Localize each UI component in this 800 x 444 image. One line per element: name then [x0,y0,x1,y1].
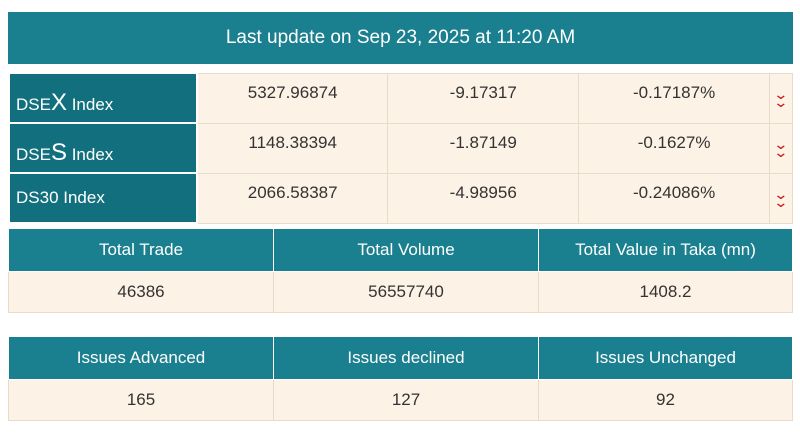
issues-summary-table: Issues Advanced Issues declined Issues U… [8,336,793,421]
issues-unchanged-header: Issues Unchanged [538,336,793,380]
index-letter: X [50,89,67,116]
issues-summary-header: Issues Advanced Issues declined Issues U… [8,336,793,380]
index-name-dses[interactable]: DSES Index [8,122,198,174]
index-percent: -0.24086% [578,172,770,224]
issues-summary-values: 165 127 92 [8,379,793,421]
index-suffix: Index [66,145,114,164]
index-percent: -0.17187% [578,72,770,124]
trade-summary-header: Total Trade Total Volume Total Value in … [8,228,793,272]
trade-summary-table: Total Trade Total Volume Total Value in … [8,228,793,313]
total-volume-value: 56557740 [273,271,539,313]
index-row-ds30: DS30 Index 2066.58387 -4.98956 -0.24086%… [8,172,793,224]
issues-advanced-header: Issues Advanced [8,336,274,380]
total-value-taka: 1408.2 [538,271,793,313]
index-prefix: DS30 Index [16,188,105,207]
total-value-header: Total Value in Taka (mn) [538,228,793,272]
issues-advanced-value: 165 [8,379,274,421]
last-update-text: Last update on Sep 23, 2025 at 11:20 AM [225,27,576,48]
index-name-dsex[interactable]: DSEX Index [8,72,198,124]
index-prefix: DSE [16,145,51,164]
index-value: 5327.96874 [196,72,389,124]
issues-unchanged-value: 92 [538,379,793,421]
issues-declined-value: 127 [273,379,539,421]
index-change: -1.87149 [387,122,580,174]
last-update-banner: Last update on Sep 23, 2025 at 11:20 AM [8,12,793,64]
trade-summary-values: 46386 56557740 1408.2 [8,271,793,313]
index-name-ds30[interactable]: DS30 Index [8,172,198,224]
index-change: -4.98956 [387,172,580,224]
issues-declined-header: Issues declined [273,336,539,380]
index-row-dses: DSES Index 1148.38394 -1.87149 -0.1627% … [8,122,793,174]
total-trade-value: 46386 [8,271,274,313]
index-change: -9.17317 [387,72,580,124]
double-chevron-down-icon: ⌄ ⌄ [769,122,793,174]
double-chevron-down-icon: ⌄ ⌄ [769,172,793,224]
index-table: DSEX Index 5327.96874 -9.17317 -0.17187%… [8,72,793,224]
total-trade-header: Total Trade [8,228,274,272]
double-chevron-down-icon: ⌄ ⌄ [769,72,793,124]
index-row-dsex: DSEX Index 5327.96874 -9.17317 -0.17187%… [8,72,793,124]
index-letter: S [50,139,67,166]
index-suffix: Index [66,95,114,114]
index-percent: -0.1627% [578,122,770,174]
index-value: 1148.38394 [196,122,389,174]
index-prefix: DSE [16,95,51,114]
total-volume-header: Total Volume [273,228,539,272]
index-value: 2066.58387 [196,172,389,224]
